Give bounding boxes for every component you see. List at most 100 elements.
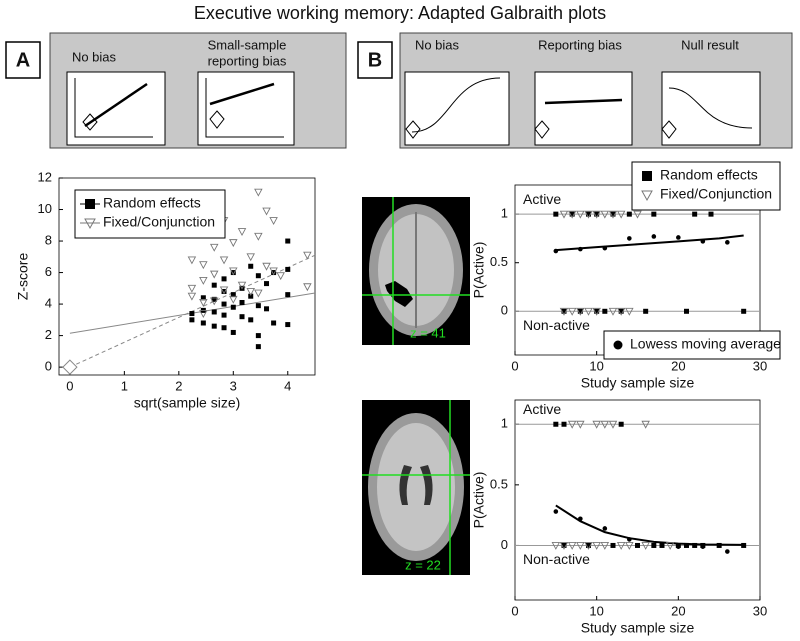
data-point: [219, 256, 229, 265]
data-point: [254, 232, 263, 241]
y-tick-label: 0.5: [490, 254, 508, 269]
data-point: [592, 307, 601, 316]
data-point: [616, 542, 626, 550]
x-tick-label: 10: [589, 603, 603, 618]
schematic-box: [404, 71, 510, 146]
data-point: [229, 295, 238, 304]
figure-title: Executive working memory: Adapted Galbra…: [194, 3, 606, 23]
data-point: [578, 516, 583, 522]
schematic-axes: [205, 78, 284, 138]
schematic-label: No bias: [72, 49, 117, 64]
data-point: [600, 210, 610, 219]
y-tick-label: 0.5: [490, 476, 508, 491]
data-point: [239, 300, 245, 306]
y-axis-label: P(Active): [471, 472, 487, 529]
data-point: [189, 311, 195, 317]
x-tick-label: 2: [175, 378, 182, 393]
y-tick-label: 8: [45, 232, 52, 247]
data-point: [584, 210, 593, 219]
brain-image: z = 41: [362, 197, 470, 345]
data-point: [211, 296, 217, 302]
x-tick-label: 3: [230, 378, 237, 393]
data-point: [199, 276, 208, 285]
data-point: [567, 420, 577, 429]
data-point: [255, 344, 261, 350]
reference-label: Active: [523, 401, 561, 417]
y-tick-label: 0: [501, 303, 508, 318]
image-label: z = 22: [405, 557, 441, 572]
data-point: [248, 263, 254, 269]
data-point: [221, 312, 227, 318]
data-point: [276, 272, 285, 281]
schematic-diamond: [405, 120, 421, 139]
data-point: [578, 246, 583, 252]
data-point: [684, 308, 689, 314]
data-point: [199, 261, 208, 270]
data-point: [187, 292, 197, 301]
data-point: [189, 317, 195, 323]
data-point: [553, 421, 559, 427]
data-point: [716, 542, 722, 548]
data-point: [248, 317, 254, 323]
x-axis-label: Study sample size: [581, 620, 695, 636]
data-point: [651, 543, 657, 548]
data-point: [625, 542, 634, 550]
legend-label: Fixed/Conjunction: [660, 186, 772, 202]
data-point: [246, 253, 255, 262]
data-point: [692, 542, 698, 548]
x-tick-label: 30: [753, 358, 767, 373]
brain-image: z = 22: [362, 400, 470, 575]
data-point: [700, 239, 706, 244]
data-point: [264, 281, 270, 287]
x-tick-label: 20: [671, 358, 685, 373]
data-point: [221, 288, 227, 294]
data-point: [627, 236, 632, 241]
data-point: [610, 211, 616, 217]
legend-symbol: [84, 218, 96, 230]
data-point: [567, 542, 577, 550]
data-point: [741, 308, 747, 314]
data-point: [584, 307, 593, 316]
x-axis-label: sqrt(sample size): [134, 395, 241, 411]
legend-box: [631, 161, 781, 211]
origin-marker: [62, 359, 78, 375]
data-point: [659, 542, 665, 548]
data-point: [625, 307, 634, 316]
data-point: [592, 420, 601, 429]
data-point: [567, 307, 577, 316]
x-tick-label: 0: [66, 378, 73, 393]
data-point: [576, 420, 585, 429]
schematic-box: [661, 71, 761, 146]
data-point: [271, 270, 277, 276]
reference-label: Non-active: [523, 551, 590, 567]
data-point: [600, 542, 610, 550]
data-point: [610, 542, 616, 548]
panel-label-box: [357, 41, 393, 79]
schematic-box: [197, 71, 295, 146]
data-point: [221, 325, 227, 331]
x-tick-label: 10: [589, 358, 603, 373]
y-tick-label: 1: [501, 416, 508, 431]
data-point: [262, 262, 271, 271]
legend-symbol: [613, 340, 623, 350]
data-point: [676, 235, 681, 240]
data-point: [651, 211, 657, 217]
plot-frame: [58, 177, 316, 376]
data-point: [229, 239, 238, 248]
legend-label: Random effects: [660, 167, 758, 183]
data-point: [209, 270, 219, 279]
data-point: [559, 210, 569, 219]
data-point: [219, 286, 229, 295]
y-tick-label: 2: [45, 327, 52, 342]
data-point: [221, 276, 227, 282]
data-point: [553, 211, 559, 217]
data-point: [237, 281, 247, 290]
x-axis-label: Study sample size: [581, 375, 695, 391]
data-point: [700, 544, 706, 549]
data-point: [199, 310, 208, 318]
data-point: [255, 333, 261, 339]
schematic-label: Reporting bias: [538, 37, 622, 52]
data-point: [303, 283, 312, 292]
schematic-curve: [668, 87, 753, 129]
schematic-box: [534, 71, 633, 146]
